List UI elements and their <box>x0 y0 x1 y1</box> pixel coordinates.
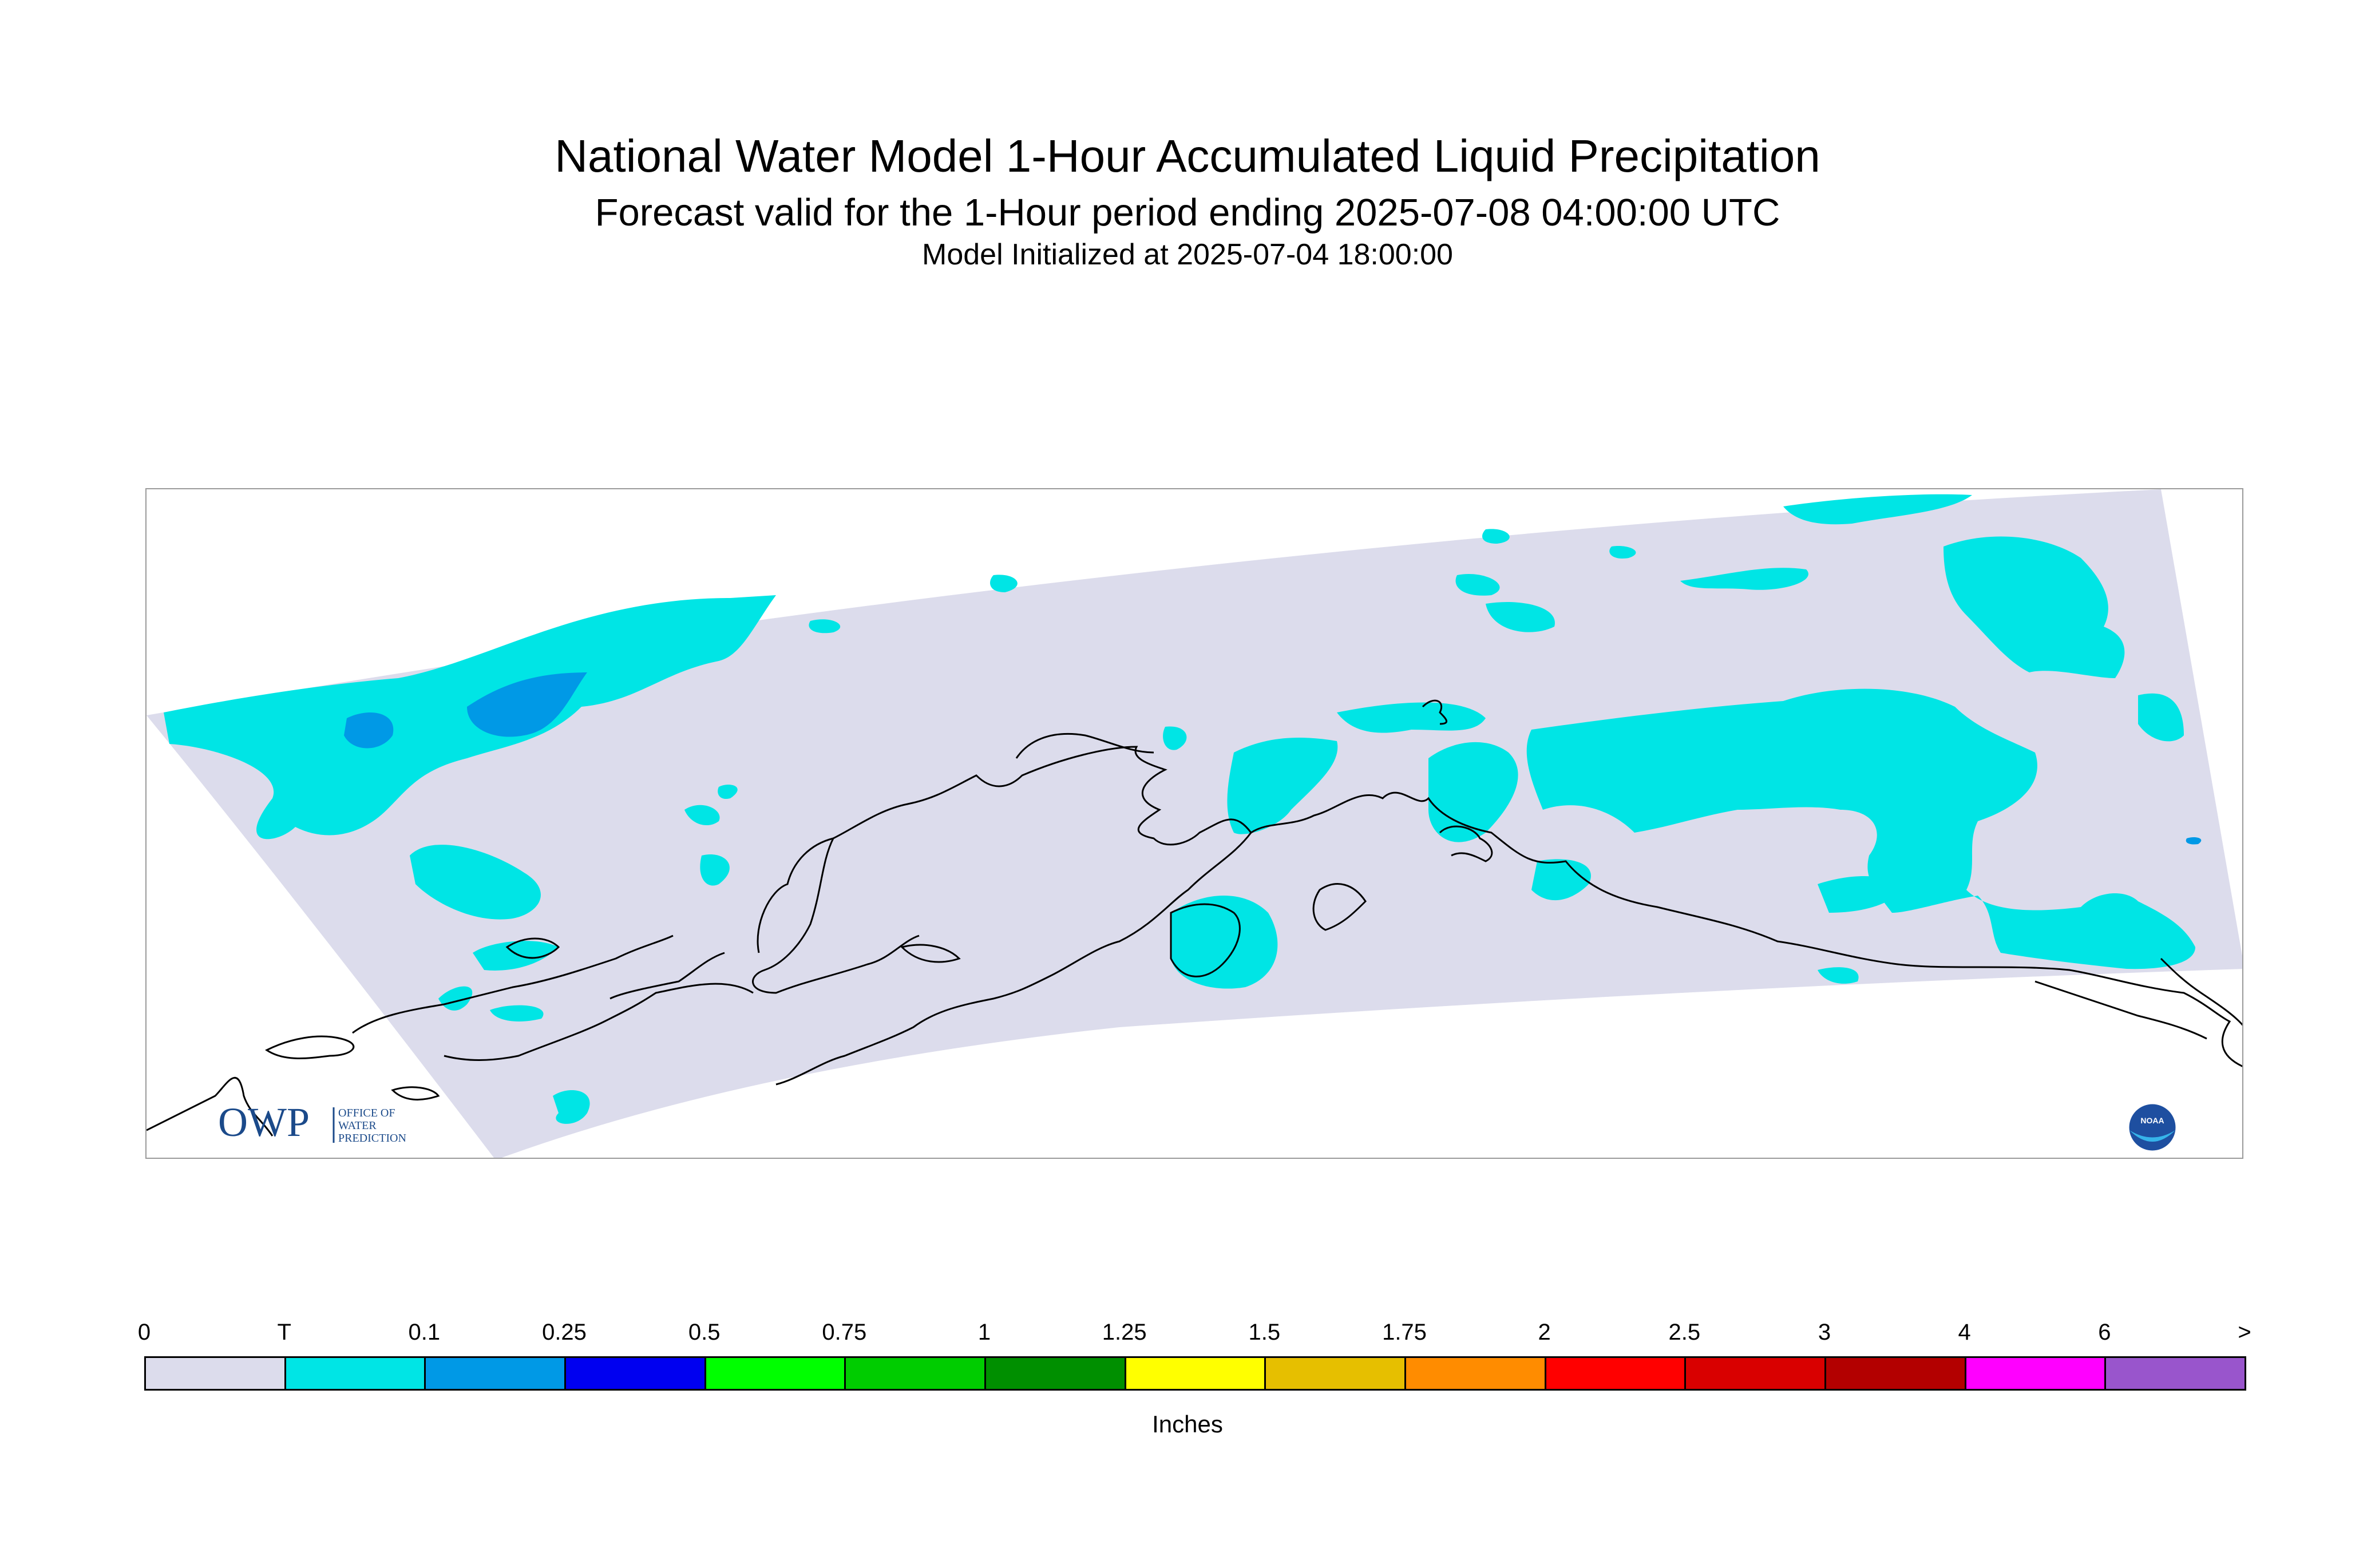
coastline-bering-islands <box>391 1086 440 1101</box>
legend-tick-label: 6 <box>2098 1320 2111 1345</box>
coastline-cook-inlet <box>1422 699 1447 725</box>
coastline-seward-peninsula <box>352 935 674 1034</box>
precip-area-north-1 <box>990 575 1018 592</box>
legend-tick-label: 0.5 <box>688 1320 721 1345</box>
precip-area-north-3 <box>1455 574 1500 596</box>
legend-tick-label: 3 <box>1818 1320 1831 1345</box>
coastline-river-east <box>2160 957 2242 1026</box>
legend-tick-label: T <box>277 1320 291 1345</box>
precip-area-north-2 <box>1482 529 1510 544</box>
legend-swatch <box>284 1356 426 1391</box>
precip-area-panhandle <box>1818 967 1859 984</box>
legend-swatch <box>1684 1356 1826 1391</box>
coastline-prince-william <box>1439 825 1493 862</box>
precip-area-west-center <box>410 845 541 920</box>
precip-area-north-4 <box>1486 601 1555 632</box>
legend-tick-label: 1 <box>977 1320 991 1345</box>
legend-swatch <box>564 1356 706 1391</box>
legend-tick-label: 4 <box>1958 1320 1971 1345</box>
legend-swatch <box>984 1356 1126 1391</box>
coastline-nunivak <box>505 937 560 959</box>
precip-0-1-areas <box>344 672 2202 845</box>
precip-area-south-east <box>1818 876 1903 913</box>
legend-tick-label: 2.5 <box>1668 1320 1701 1345</box>
coastline-saint-lawrence-island <box>265 1035 355 1059</box>
owp-logo-line-3: PREDICTION <box>338 1132 406 1145</box>
coastline-kodiak-island <box>1170 903 1241 977</box>
coastline-panhandle <box>2034 980 2207 1040</box>
coastline-mainland <box>757 746 2242 1067</box>
precip-area-southwest-1 <box>473 941 559 971</box>
precip-area-north-7 <box>1783 494 1972 525</box>
legend-tick-label: 2 <box>1538 1320 1551 1345</box>
coastline-kuskokwim <box>1015 732 1154 759</box>
precip-area-0-1-northwest <box>467 672 587 737</box>
map-canvas <box>147 489 2242 1158</box>
legend-tick-label: 1.25 <box>1102 1320 1147 1345</box>
legend-tick-label: 1.75 <box>1382 1320 1427 1345</box>
precip-area-northeast-big <box>1943 536 2125 678</box>
noaa-logo-mark: NOAA <box>2127 1102 2178 1153</box>
legend-swatch <box>1264 1356 1406 1391</box>
precip-area-small-center-1 <box>718 785 738 799</box>
precip-area-kodiak <box>1171 896 1278 989</box>
precip-area-kenai <box>1428 742 1518 842</box>
legend-unit-label: Inches <box>1152 1411 1223 1438</box>
coastline-alaska-peninsula <box>775 832 1252 1086</box>
legend-swatch <box>144 1356 286 1391</box>
legend-swatch <box>1404 1356 1546 1391</box>
coastline-yukon-delta <box>444 983 754 1061</box>
legend-tick-label: 0 <box>137 1320 151 1345</box>
legend-tick-label: 1.5 <box>1248 1320 1281 1345</box>
legend-swatch <box>704 1356 846 1391</box>
coastline-norton-sound <box>609 952 725 1000</box>
precip-area-0-1-east <box>2186 837 2202 845</box>
precip-area-north-central <box>809 619 841 633</box>
precipitation-map: OWP OFFICE OF WATER PREDICTION NOAA <box>145 488 2243 1159</box>
precip-area-interior-east <box>1526 688 2195 969</box>
legend-swatch <box>1824 1356 1966 1391</box>
precip-area-central-large <box>1227 738 1338 834</box>
noaa-logo-text: NOAA <box>2140 1116 2164 1125</box>
precip-area-aleutian <box>553 1090 590 1124</box>
precip-area-south-coast <box>1531 859 1591 901</box>
legend-tick-label-end: > <box>2238 1320 2251 1345</box>
legend-tick-label: 0.1 <box>408 1320 441 1345</box>
coastline-kenai-peninsula <box>1312 883 1367 931</box>
precip-area-north-6 <box>1680 568 1808 590</box>
legend-tick-label: 0.25 <box>542 1320 587 1345</box>
precip-area-east-edge <box>2138 693 2184 742</box>
legend-swatch <box>844 1356 986 1391</box>
coastlines <box>147 699 2242 1137</box>
forecast-valid-subtitle: Forecast valid for the 1-Hour period end… <box>595 191 1780 234</box>
coastline-bristol-bay <box>752 838 920 994</box>
legend-tick-label: 0.75 <box>822 1320 867 1345</box>
owp-logo-letters: OWP <box>218 1102 310 1145</box>
precip-area-0-1-west <box>344 712 394 749</box>
legend-swatch <box>1964 1356 2107 1391</box>
color-legend <box>144 1356 2246 1393</box>
owp-logo-line-1: OFFICE OF <box>338 1107 395 1119</box>
precip-area-small-center-2 <box>700 854 730 886</box>
coastline-chukotka <box>147 1076 274 1137</box>
owp-logo-mark: OWP OFFICE OF WATER PREDICTION <box>218 1102 406 1145</box>
precip-area-west-bay <box>684 805 720 826</box>
legend-swatch <box>424 1356 566 1391</box>
legend-swatch <box>1544 1356 1687 1391</box>
page-title: National Water Model 1-Hour Accumulated … <box>555 130 1820 181</box>
legend-swatch <box>1124 1356 1266 1391</box>
precip-area-southwest-3 <box>490 1005 544 1021</box>
precip-area-central-island <box>1163 726 1187 750</box>
coastline-lake-iliamna <box>900 944 961 963</box>
legend-swatch <box>2104 1356 2246 1391</box>
owp-logo-line-2: WATER <box>338 1119 377 1132</box>
precip-area-central-strip <box>1337 702 1486 733</box>
model-init-line: Model Initialized at 2025-07-04 18:00:00 <box>922 238 1453 271</box>
precip-area-north-5 <box>1609 546 1636 559</box>
